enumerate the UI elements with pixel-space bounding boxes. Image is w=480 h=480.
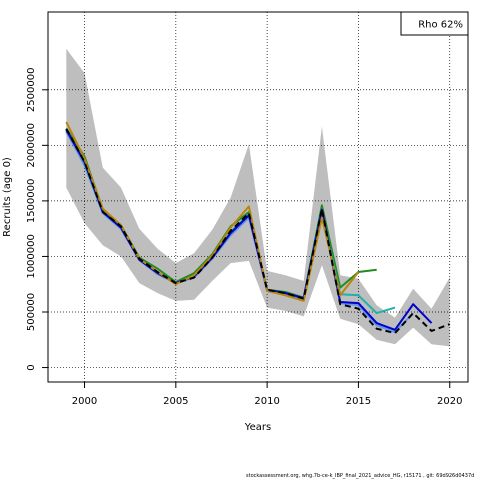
x-tick-label: 2015 — [346, 396, 371, 407]
y-tick-label: 1000000 — [26, 234, 37, 279]
x-tick-label: 2005 — [163, 396, 188, 407]
y-axis-title: Recruits (age 0) — [2, 157, 13, 237]
plot-frame — [47, 11, 469, 383]
confidence-band-layer — [66, 48, 450, 347]
rho-annotation-box: Rho 62% — [400, 11, 469, 36]
y-tick-label: 2500000 — [26, 68, 37, 113]
y-tick-label: 2000000 — [26, 123, 37, 168]
x-tick-label: 2010 — [254, 396, 279, 407]
rho-annotation-frame — [400, 11, 469, 36]
source-footer: stockassessment.org, whg.7b-ce-k_IBP_fin… — [246, 473, 475, 479]
y-tick-label: 1500000 — [26, 179, 37, 224]
rho-annotation-text: Rho 62% — [418, 20, 463, 31]
series-line — [65, 128, 451, 335]
confidence-band — [66, 48, 450, 347]
series-layer — [65, 121, 451, 335]
y-tick-label: 500000 — [26, 293, 37, 331]
x-tick-label: 2000 — [72, 396, 97, 407]
axis-layer: 2000 2005 2010 2015 2020 0 500000 1000000 150000… — [26, 68, 462, 407]
y-tick-label: 0 — [26, 364, 37, 370]
x-tick-label: 2020 — [437, 396, 462, 407]
x-axis-title: Years — [244, 422, 271, 433]
